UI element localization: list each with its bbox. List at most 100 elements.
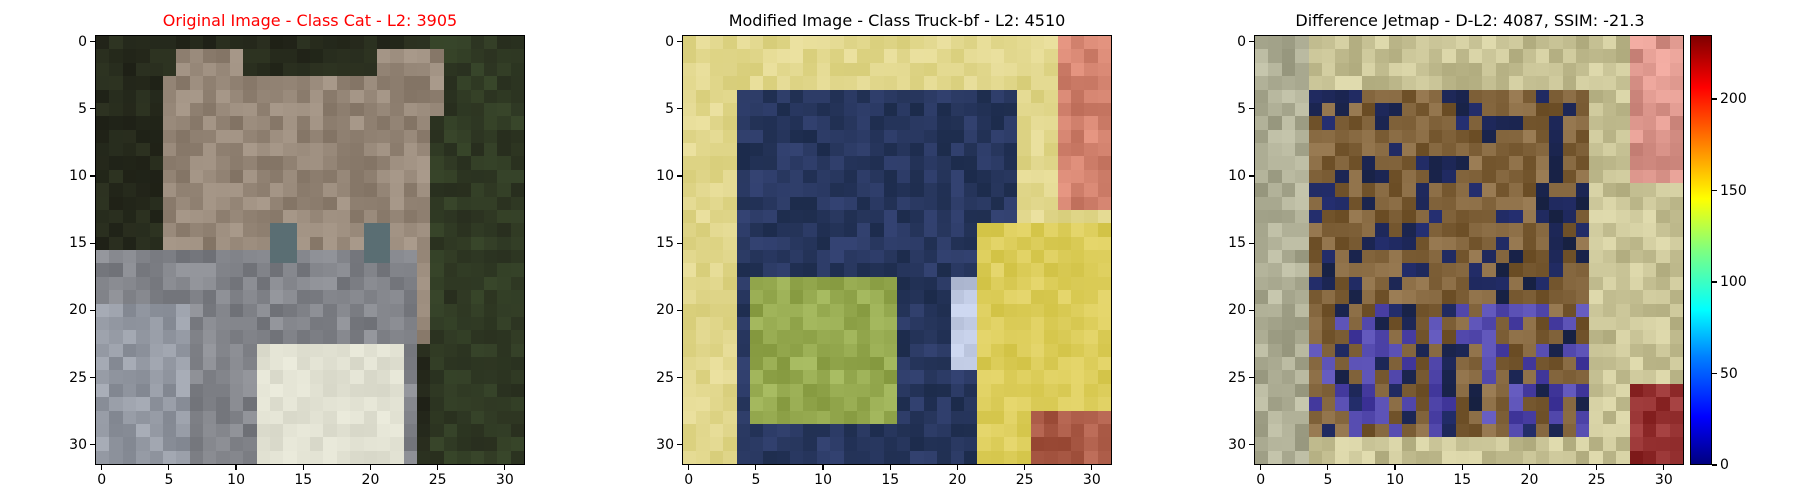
image-pixel — [1589, 129, 1603, 143]
image-pixel — [1629, 303, 1643, 317]
image-pixel — [363, 223, 377, 237]
image-pixel — [269, 316, 284, 331]
image-pixel — [1656, 437, 1670, 451]
image-pixel — [1589, 316, 1603, 331]
image-pixel — [497, 36, 511, 50]
image-pixel — [216, 143, 230, 157]
difference-jetmap-axes — [1254, 35, 1684, 465]
image-pixel — [1321, 223, 1336, 237]
image-pixel — [870, 76, 884, 90]
image-pixel — [723, 437, 737, 451]
image-pixel — [977, 129, 991, 143]
image-pixel — [256, 383, 270, 398]
image-pixel — [1442, 437, 1456, 451]
image-pixel — [950, 316, 964, 331]
image-pixel — [430, 156, 444, 170]
image-pixel — [1362, 183, 1376, 197]
image-pixel — [736, 290, 750, 304]
image-pixel — [696, 330, 710, 344]
image-pixel — [763, 410, 777, 424]
image-pixel — [950, 183, 964, 197]
image-pixel — [510, 89, 524, 103]
image-pixel — [336, 276, 351, 291]
image-pixel — [1616, 303, 1630, 317]
image-pixel — [1656, 290, 1670, 304]
image-pixel — [803, 303, 817, 317]
image-pixel — [497, 183, 511, 197]
image-pixel — [216, 370, 230, 384]
image-pixel — [1308, 196, 1322, 210]
image-pixel — [1030, 410, 1045, 424]
image-pixel — [1004, 89, 1018, 103]
image-pixel — [1669, 89, 1683, 103]
image-pixel — [269, 62, 284, 77]
image-pixel — [1348, 169, 1362, 184]
image-pixel — [1268, 116, 1282, 130]
image-pixel — [243, 383, 257, 398]
image-pixel — [1656, 76, 1670, 90]
image-pixel — [149, 410, 163, 424]
image-pixel — [1589, 423, 1603, 438]
image-pixel — [1535, 437, 1550, 451]
image-pixel — [443, 76, 458, 90]
image-pixel — [136, 62, 150, 77]
image-pixel — [1522, 330, 1536, 344]
image-pixel — [1576, 209, 1590, 224]
image-pixel — [256, 76, 270, 90]
image-pixel — [336, 290, 351, 304]
image-pixel — [1070, 316, 1085, 331]
image-pixel — [1656, 423, 1670, 438]
image-pixel — [1495, 330, 1510, 344]
image-pixel — [1268, 383, 1282, 398]
image-pixel — [736, 250, 750, 264]
image-pixel — [376, 370, 391, 384]
image-pixel — [843, 316, 857, 331]
image-pixel — [1589, 370, 1603, 384]
image-pixel — [749, 183, 764, 197]
image-pixel — [749, 316, 764, 331]
image-pixel — [1562, 437, 1576, 451]
image-pixel — [189, 129, 203, 143]
image-pixel — [1084, 397, 1098, 411]
image-pixel — [963, 49, 978, 63]
image-pixel — [1348, 450, 1362, 464]
image-pixel — [1057, 263, 1071, 277]
image-pixel — [1084, 290, 1098, 304]
image-pixel — [843, 102, 857, 117]
image-pixel — [122, 437, 137, 451]
image-pixel — [1428, 290, 1443, 304]
image-pixel — [897, 263, 911, 277]
image-pixel — [109, 183, 123, 197]
image-pixel — [470, 62, 484, 77]
image-pixel — [1642, 223, 1657, 237]
image-pixel — [1308, 357, 1322, 371]
image-pixel — [736, 357, 750, 371]
image-pixel — [430, 129, 444, 143]
image-pixel — [443, 343, 458, 357]
image-pixel — [870, 143, 884, 157]
image-pixel — [790, 156, 804, 170]
image-pixel — [910, 250, 924, 264]
image-pixel — [1442, 49, 1456, 63]
image-pixel — [1629, 89, 1643, 103]
image-pixel — [96, 397, 110, 411]
image-pixel — [323, 250, 337, 264]
image-pixel — [1656, 129, 1670, 143]
image-pixel — [417, 343, 431, 357]
image-pixel — [470, 263, 484, 277]
image-pixel — [403, 303, 417, 317]
image-pixel — [776, 437, 790, 451]
image-pixel — [323, 303, 337, 317]
image-pixel — [1656, 183, 1670, 197]
image-pixel — [683, 263, 697, 277]
image-pixel — [1629, 183, 1643, 197]
image-pixel — [1455, 343, 1469, 357]
image-pixel — [843, 169, 857, 184]
image-pixel — [483, 236, 498, 250]
image-pixel — [897, 62, 911, 77]
image-pixel — [216, 76, 230, 90]
image-pixel — [1535, 49, 1550, 63]
image-pixel — [910, 263, 924, 277]
image-pixel — [1629, 223, 1643, 237]
image-pixel — [1281, 156, 1296, 170]
